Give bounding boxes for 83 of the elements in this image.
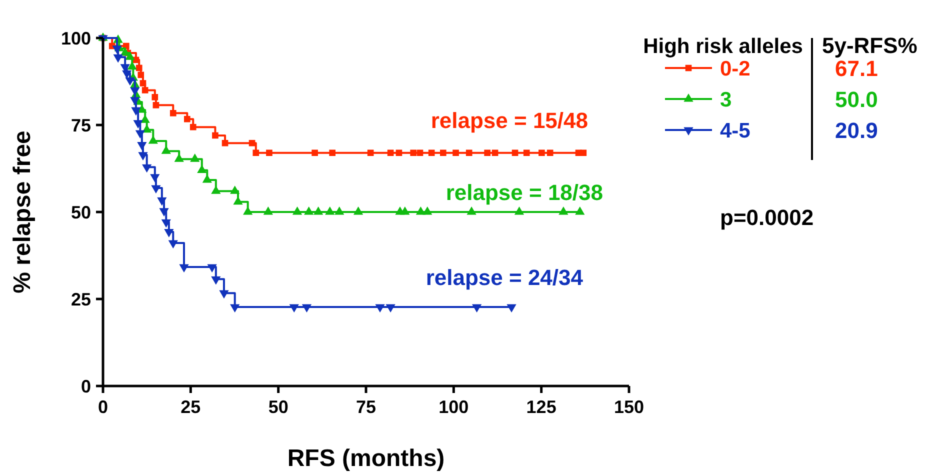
point <box>387 150 394 156</box>
point <box>164 229 174 238</box>
point <box>211 276 221 285</box>
point <box>523 150 530 156</box>
point <box>140 114 150 123</box>
point <box>375 304 385 313</box>
point <box>416 150 424 156</box>
point <box>329 150 336 156</box>
point <box>252 150 260 156</box>
point <box>170 110 176 116</box>
legend-label: 4-5 <box>720 119 751 142</box>
point <box>138 152 148 160</box>
point <box>410 150 417 156</box>
point <box>466 150 472 156</box>
point <box>230 304 240 313</box>
y-tick-label: 0 <box>80 376 91 396</box>
point <box>212 132 218 139</box>
x-axis-title: RFS (months) <box>287 445 445 472</box>
point <box>312 150 318 156</box>
point <box>150 174 160 182</box>
point <box>184 116 190 122</box>
point <box>506 304 516 313</box>
point <box>546 150 554 156</box>
point <box>222 140 228 146</box>
point <box>159 208 169 217</box>
y-tick-label: 75 <box>70 115 91 136</box>
text: p=0.0002 <box>720 205 814 230</box>
point <box>452 150 459 156</box>
point <box>142 164 152 173</box>
annotation: relapse = 24/34 <box>426 265 584 290</box>
point <box>289 304 299 313</box>
point <box>179 264 189 273</box>
x-tick-label: 100 <box>438 397 469 417</box>
point <box>538 150 545 156</box>
point <box>133 120 143 128</box>
annotation: relapse = 15/48 <box>430 108 588 133</box>
point <box>142 87 148 94</box>
y-tick-label: 100 <box>60 28 91 48</box>
point <box>138 72 144 78</box>
legend-label: 0-2 <box>720 57 750 80</box>
point <box>248 140 256 146</box>
point <box>152 102 160 108</box>
point <box>492 150 498 156</box>
point <box>190 124 196 130</box>
point <box>472 304 482 313</box>
x-tick-label: 75 <box>356 397 376 417</box>
x-tick-label: 25 <box>180 397 201 417</box>
point <box>512 150 518 156</box>
x-tick-label: 0 <box>98 397 108 417</box>
x-tick-label: 50 <box>268 397 288 417</box>
point <box>266 150 272 156</box>
annotation: relapse = 18/38 <box>446 180 603 205</box>
y-tick-label: 50 <box>70 202 91 222</box>
point <box>219 290 229 299</box>
y-axis-title: % relapse free <box>9 130 36 294</box>
point <box>396 150 402 156</box>
point <box>135 130 145 139</box>
point <box>386 304 396 313</box>
point <box>137 142 147 150</box>
y-tick-label: 25 <box>70 289 91 310</box>
point <box>152 94 158 100</box>
point <box>484 150 490 156</box>
point <box>157 197 167 206</box>
point <box>140 80 146 86</box>
legend-label: 3 <box>720 88 732 112</box>
point <box>428 150 435 156</box>
point <box>302 304 312 313</box>
point <box>151 185 161 194</box>
text: 50.0 <box>835 87 878 112</box>
point <box>580 150 587 156</box>
point <box>367 150 374 156</box>
text: 5y-RFS% <box>822 33 918 58</box>
point <box>440 150 446 156</box>
x-tick-label: 125 <box>526 397 556 417</box>
point <box>168 240 178 249</box>
point <box>127 61 137 70</box>
point <box>136 64 142 72</box>
legend-title: High risk alleles <box>643 35 803 58</box>
point <box>125 52 135 60</box>
point <box>207 264 217 273</box>
text: 20.9 <box>835 118 878 143</box>
x-tick-label: 150 <box>614 397 644 417</box>
point <box>161 219 171 228</box>
